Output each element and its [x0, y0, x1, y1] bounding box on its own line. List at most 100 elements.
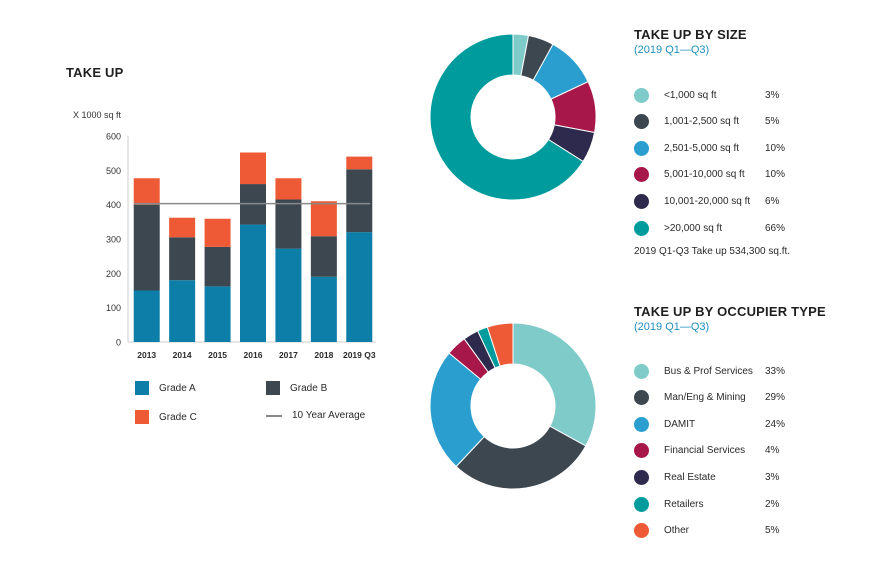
average-line-swatch	[266, 414, 282, 417]
legend-color-dot	[634, 469, 649, 485]
legend-value: 66%	[765, 222, 786, 234]
legend-value: 2%	[765, 498, 780, 510]
bar-segment-grade-c	[204, 218, 231, 247]
legend-value: 4%	[765, 445, 780, 457]
legend-label: 5,001-10,000 sq ft	[664, 169, 745, 181]
legend-color-dot	[634, 390, 649, 406]
legend-item-grade-a: Grade A	[135, 381, 196, 395]
legend-item: Retailers 2%	[634, 496, 804, 512]
legend-value: 10%	[765, 142, 786, 154]
grade-c-swatch	[135, 410, 149, 424]
bar-segment-grade-b	[169, 237, 196, 281]
stacked-bar-chart: 0 100 200 300 400 500 600 2013 2014 2015 2016 2017 2…	[106, 132, 376, 360]
bar-segment-grade-c	[346, 156, 373, 170]
bar-segment-grade-a	[133, 290, 160, 342]
y-tick-label: 100	[106, 303, 121, 313]
legend-label: Retailers	[664, 498, 704, 510]
donut-slice-damit	[429, 352, 485, 468]
legend-color-dot	[634, 220, 649, 236]
bar-segment-grade-b	[310, 236, 337, 277]
occupier-donut-title: TAKE UP BY OCCUPIER TYPE	[634, 304, 826, 319]
legend-value: 29%	[765, 392, 786, 404]
bar-segment-grade-b	[346, 169, 373, 233]
bar-segment-grade-a	[240, 224, 266, 342]
grade-a-swatch	[135, 381, 149, 395]
legend-item: Other 5%	[634, 523, 804, 539]
legend-value: 3%	[765, 89, 780, 101]
x-tick-label: 2016	[244, 350, 263, 360]
legend-item: Financial Services 4%	[634, 443, 804, 459]
legend-label: Grade B	[290, 382, 328, 394]
legend-color-dot	[634, 167, 649, 183]
legend-label: Man/Eng & Mining	[664, 392, 746, 404]
legend-value: 33%	[765, 365, 786, 377]
legend-color-dot	[634, 363, 649, 379]
bar-segment-grade-b	[204, 246, 231, 287]
legend-color-dot	[634, 87, 649, 103]
y-tick-label: 600	[106, 132, 121, 142]
legend-item: Real Estate 3%	[634, 469, 804, 485]
legend-item: >20,000 sq ft 66%	[634, 220, 804, 236]
x-tick-label: 2015	[208, 350, 227, 360]
legend-label: DAMIT	[664, 418, 696, 430]
size-donut-title: TAKE UP BY SIZE	[634, 27, 747, 42]
bar-segment-grade-a	[169, 280, 196, 342]
legend-label: Real Estate	[664, 471, 716, 483]
legend-color-dot	[634, 140, 649, 156]
occupier-donut-subtitle: (2019 Q1—Q3)	[634, 321, 710, 333]
donut-slice-other	[486, 322, 514, 367]
size-take-up-note: 2019 Q1-Q3 Take up 534,300 sq.ft.	[634, 246, 791, 257]
legend-item-grade-b: Grade B	[266, 381, 327, 395]
legend-color-dot	[634, 523, 649, 539]
take-up-by-occupier-donut	[429, 322, 597, 490]
legend-item-ten-year-average: 10 Year Average	[266, 410, 365, 421]
bar-segment-grade-b	[275, 199, 302, 249]
bar-chart-unit-label: X 1000 sq ft	[73, 110, 122, 120]
legend-label: Other	[664, 525, 690, 537]
x-tick-label: 2014	[173, 350, 192, 360]
legend-item-grade-c: Grade C	[135, 410, 197, 424]
y-tick-label: 300	[106, 235, 121, 245]
legend-item: 10,001-20,000 sq ft 6%	[634, 193, 804, 209]
legend-label: 1,001-2,500 sq ft	[664, 116, 740, 128]
bar-segment-grade-a	[275, 248, 302, 342]
bar-chart-title: TAKE UP	[66, 65, 124, 80]
bar-segment-grade-c	[310, 201, 337, 237]
bar-segment-grade-b	[133, 204, 160, 291]
legend-label: >20,000 sq ft	[664, 222, 723, 234]
legend-item: DAMIT 24%	[634, 416, 804, 432]
legend-item: 1,001-2,500 sq ft 5%	[634, 114, 804, 130]
legend-item: Man/Eng & Mining 29%	[634, 390, 804, 406]
y-tick-label: 200	[106, 269, 121, 279]
bar-segment-grade-a	[204, 286, 231, 342]
y-tick-label: 500	[106, 166, 121, 176]
legend-item: Bus & Prof Services 33%	[634, 363, 804, 379]
donut-slice-bus-prof-services	[512, 322, 597, 447]
legend-value: 3%	[765, 471, 780, 483]
legend-label: Bus & Prof Services	[664, 365, 753, 377]
legend-label: 10,001-20,000 sq ft	[664, 195, 751, 207]
legend-color-dot	[634, 193, 649, 209]
legend-item: 2,501-5,000 sq ft 10%	[634, 140, 804, 156]
legend-value: 24%	[765, 418, 786, 430]
take-up-by-size-donut	[429, 33, 597, 201]
legend-color-dot	[634, 496, 649, 512]
x-tick-label: 2019 Q3	[343, 350, 376, 360]
bar-segment-grade-c	[169, 217, 196, 238]
grade-b-swatch	[266, 381, 280, 395]
legend-value: 5%	[765, 116, 780, 128]
legend-label: 2,501-5,000 sq ft	[664, 142, 740, 154]
donut-slice-20-000-sq-ft	[429, 33, 584, 201]
size-donut-subtitle: (2019 Q1—Q3)	[634, 44, 710, 56]
legend-color-dot	[634, 114, 649, 130]
bar-segment-grade-c	[240, 152, 266, 185]
y-tick-label: 0	[116, 338, 121, 348]
bar-segment-grade-c	[275, 178, 302, 200]
y-tick-label: 400	[106, 200, 121, 210]
legend-value: 6%	[765, 195, 780, 207]
legend-value: 5%	[765, 525, 780, 537]
legend-label: <1,000 sq ft	[664, 89, 717, 101]
bar-segment-grade-a	[310, 276, 337, 342]
x-tick-label: 2018	[314, 350, 333, 360]
legend-color-dot	[634, 443, 649, 459]
